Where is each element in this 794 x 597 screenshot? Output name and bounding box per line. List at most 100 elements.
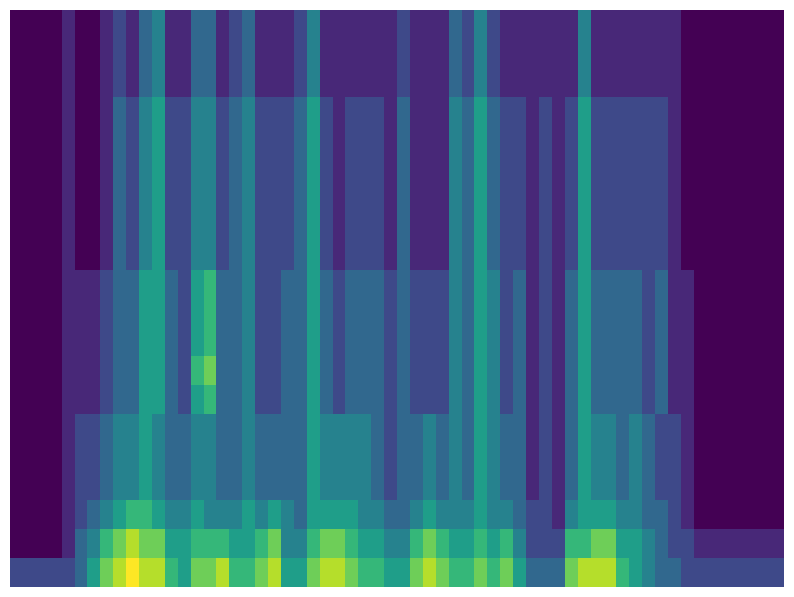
heatmap-cell [87,125,101,154]
heatmap-cell [10,125,24,154]
heatmap-cell [113,212,127,241]
heatmap-cell [216,125,230,154]
heatmap-cell [745,183,759,212]
heatmap-cell [75,10,89,39]
heatmap-cell [745,125,759,154]
heatmap-cell [591,270,605,299]
heatmap-cell [49,558,63,587]
heatmap-cell [333,529,347,558]
heatmap-cell [539,68,553,97]
heatmap-cell [578,212,592,241]
heatmap-cell [139,125,153,154]
heatmap-cell [539,558,553,587]
heatmap-cell [513,500,527,529]
heatmap-cell [629,356,643,385]
heatmap-cell [487,385,501,414]
heatmap-cell [423,241,437,270]
heatmap-cell [333,125,347,154]
heatmap-cell [371,327,385,356]
heatmap-cell [552,385,566,414]
heatmap-cell [732,443,746,472]
heatmap-cell [526,385,540,414]
heatmap-cell [62,125,76,154]
heatmap-cell [771,125,784,154]
heatmap-cell [100,39,114,68]
heatmap-cell [462,385,476,414]
heatmap-cell [113,125,127,154]
heatmap-cell [320,183,334,212]
heatmap-cell [681,500,695,529]
heatmap-cell [216,385,230,414]
heatmap-cell [345,414,359,443]
heatmap-cell [629,154,643,183]
heatmap-cell [358,270,372,299]
heatmap-cell [281,270,295,299]
heatmap-cell [668,385,682,414]
heatmap-cell [513,97,527,126]
heatmap-cell [333,97,347,126]
heatmap-cell [229,443,243,472]
heatmap-cell [745,270,759,299]
heatmap-cell [629,529,643,558]
heatmap-cell [75,472,89,501]
heatmap-cell [771,385,784,414]
heatmap-cell [36,443,50,472]
heatmap-cell [178,154,192,183]
heatmap-cell [152,154,166,183]
heatmap-cell [616,529,630,558]
heatmap-cell [449,270,463,299]
heatmap-cell [384,327,398,356]
heatmap-cell [307,183,321,212]
heatmap-cell [358,97,372,126]
heatmap-cell [436,414,450,443]
heatmap-cell [100,154,114,183]
heatmap-cell [758,183,772,212]
heatmap-cell [36,154,50,183]
heatmap-cell [436,327,450,356]
heatmap-cell [694,68,708,97]
heatmap-cell [23,385,37,414]
heatmap-cell [87,10,101,39]
heatmap-cell [539,529,553,558]
heatmap-cell [113,414,127,443]
heatmap-cell [75,529,89,558]
heatmap-cell [384,68,398,97]
heatmap-cell [320,299,334,328]
heatmap-cell [629,558,643,587]
heatmap-cell [462,529,476,558]
heatmap-cell [204,500,218,529]
heatmap-cell [152,183,166,212]
heatmap-cell [216,443,230,472]
heatmap-cell [436,241,450,270]
heatmap-cell [307,529,321,558]
heatmap-cell [75,154,89,183]
heatmap-cell [668,472,682,501]
heatmap-cell [216,39,230,68]
heatmap-cell [126,356,140,385]
heatmap-cell [358,39,372,68]
heatmap-cell [320,241,334,270]
heatmap-cell [49,356,63,385]
heatmap-cell [294,68,308,97]
heatmap-cell [681,97,695,126]
heatmap-cell [565,270,579,299]
heatmap-cell [178,241,192,270]
heatmap-cell [603,125,617,154]
heatmap-cell [474,183,488,212]
heatmap-cell [539,183,553,212]
heatmap-cell [165,270,179,299]
heatmap-cell [345,10,359,39]
heatmap-cell [384,270,398,299]
heatmap-cell [603,385,617,414]
heatmap-cell [539,241,553,270]
heatmap-cell [681,385,695,414]
heatmap-cell [707,97,721,126]
heatmap-cell [75,68,89,97]
heatmap-cell [36,472,50,501]
heatmap-cell [75,270,89,299]
heatmap-cell [655,414,669,443]
heatmap-cell [668,241,682,270]
heatmap-cell [423,154,437,183]
heatmap-cell [500,183,514,212]
heatmap-cell [526,10,540,39]
